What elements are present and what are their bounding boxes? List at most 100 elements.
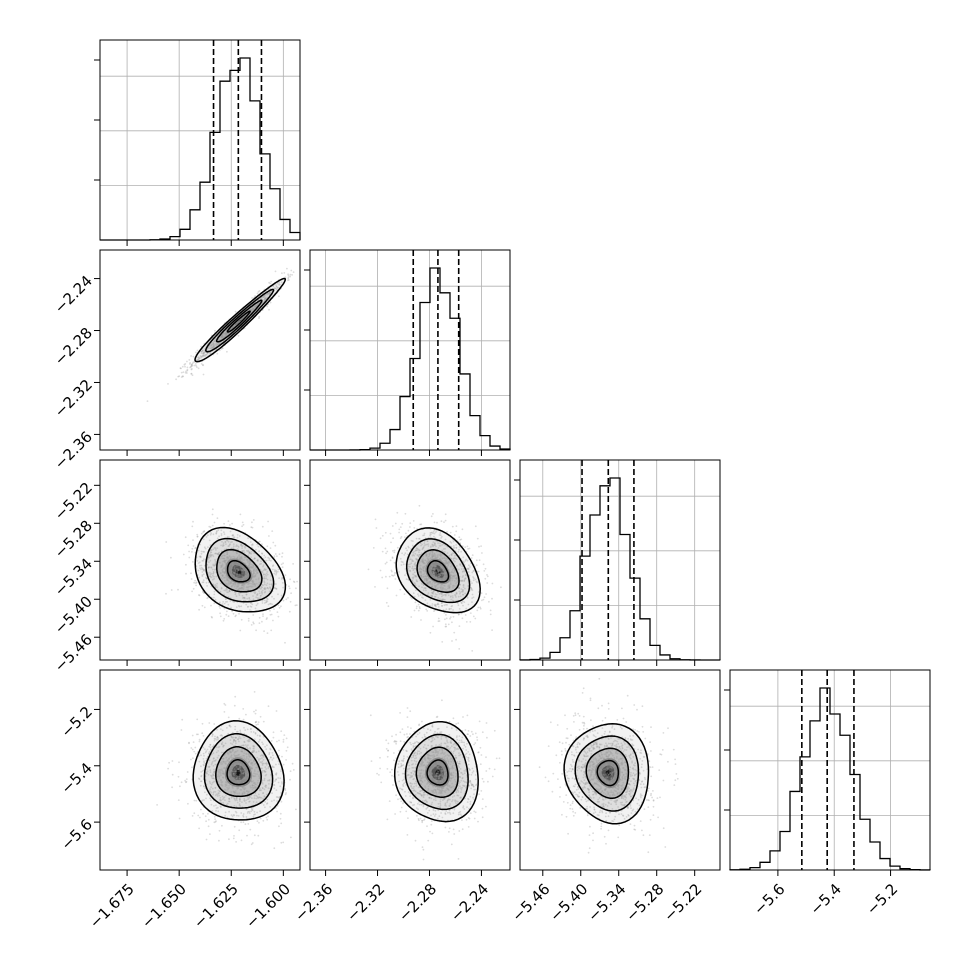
scatter-point: [243, 583, 246, 586]
scatter-point: [258, 622, 261, 624]
scatter-point: [248, 760, 251, 763]
scatter-point: [245, 603, 248, 606]
scatter-point: [225, 575, 228, 578]
scatter-point: [227, 615, 230, 618]
scatter-point: [420, 544, 422, 547]
scatter-point: [250, 731, 253, 733]
scatter-point: [201, 571, 204, 573]
scatter-point: [230, 562, 233, 565]
scatter-point: [234, 762, 237, 765]
scatter-point: [238, 767, 241, 769]
scatter-point: [252, 621, 255, 624]
scatter-point: [478, 720, 481, 723]
scatter-point: [434, 799, 437, 802]
scatter-point: [441, 572, 444, 575]
scatter-point: [240, 557, 242, 560]
scatter-point: [437, 587, 439, 589]
scatter-point: [214, 598, 217, 601]
scatter-point: [289, 600, 292, 603]
scatter-point: [204, 815, 207, 818]
scatter-point: [264, 586, 266, 589]
scatter-point: [472, 579, 475, 582]
scatter-point: [266, 598, 269, 601]
scatter-point: [270, 740, 273, 742]
scatter-point: [267, 292, 269, 295]
scatter-point: [427, 555, 430, 558]
scatter-point: [261, 591, 263, 594]
scatter-point: [198, 594, 200, 596]
scatter-point: [235, 742, 237, 745]
scatter-point: [193, 364, 196, 367]
scatter-point: [441, 543, 444, 546]
scatter-point: [216, 343, 218, 345]
scatter-point: [446, 566, 449, 569]
scatter-point: [210, 615, 213, 618]
scatter-point: [269, 602, 272, 605]
scatter-point: [289, 273, 292, 276]
scatter-point: [209, 743, 212, 746]
scatter-point: [232, 534, 235, 536]
scatter-point: [257, 723, 259, 726]
scatter-point: [433, 595, 436, 598]
scatter-point: [241, 792, 244, 795]
scatter-point: [223, 796, 226, 799]
scatter-point: [439, 569, 441, 572]
scatter-point: [237, 583, 240, 586]
scatter-point: [423, 577, 426, 580]
scatter-point: [261, 783, 264, 785]
scatter-point: [241, 750, 244, 753]
scatter-point: [247, 537, 250, 539]
scatter-point: [421, 586, 423, 589]
scatter-point: [239, 805, 242, 807]
scatter-point: [189, 363, 191, 365]
scatter-point: [253, 797, 256, 800]
scatter-point: [252, 581, 254, 583]
density-fill: [235, 569, 242, 575]
scatter-point: [260, 588, 262, 590]
scatter-point: [245, 586, 248, 589]
scatter-point: [398, 571, 400, 573]
scatter-point: [217, 570, 220, 573]
scatter-point: [244, 547, 247, 549]
scatter-point: [265, 601, 268, 603]
scatter-point: [225, 583, 228, 585]
scatter-point: [212, 345, 215, 348]
scatter-point: [224, 568, 227, 570]
scatter-point: [265, 572, 268, 575]
scatter-point: [372, 547, 375, 549]
scatter-point: [261, 583, 264, 586]
scatter-point: [252, 576, 255, 579]
scatter-point: [257, 290, 260, 293]
scatter-point: [224, 811, 227, 814]
scatter-point: [263, 295, 265, 298]
scatter-point: [209, 352, 211, 354]
scatter-point: [187, 802, 189, 805]
scatter-point: [429, 598, 432, 601]
scatter-point: [395, 594, 398, 597]
scatter-point: [260, 562, 262, 565]
scatter-point: [426, 602, 429, 605]
scatter-point: [231, 737, 234, 739]
scatter-point: [295, 587, 297, 590]
scatter-point: [227, 581, 230, 584]
scatter-point: [261, 600, 264, 602]
scatter-point: [269, 806, 271, 808]
scatter-point: [231, 326, 234, 329]
scatter-point: [197, 549, 200, 552]
scatter-point: [215, 549, 217, 551]
scatter-point: [279, 785, 282, 788]
scatter-point: [198, 576, 201, 579]
scatter-point: [236, 786, 238, 789]
scatter-point: [274, 553, 277, 555]
scatter-point: [202, 568, 205, 571]
scatter-point: [273, 555, 276, 558]
scatter-point: [256, 734, 259, 737]
scatter-point: [240, 812, 243, 814]
scatter-point: [443, 604, 446, 607]
scatter-point: [230, 541, 232, 543]
scatter-point: [222, 772, 225, 774]
scatter-point: [265, 748, 268, 751]
scatter-point: [202, 812, 205, 815]
scatter-point: [221, 563, 224, 566]
scatter-point: [177, 775, 180, 778]
